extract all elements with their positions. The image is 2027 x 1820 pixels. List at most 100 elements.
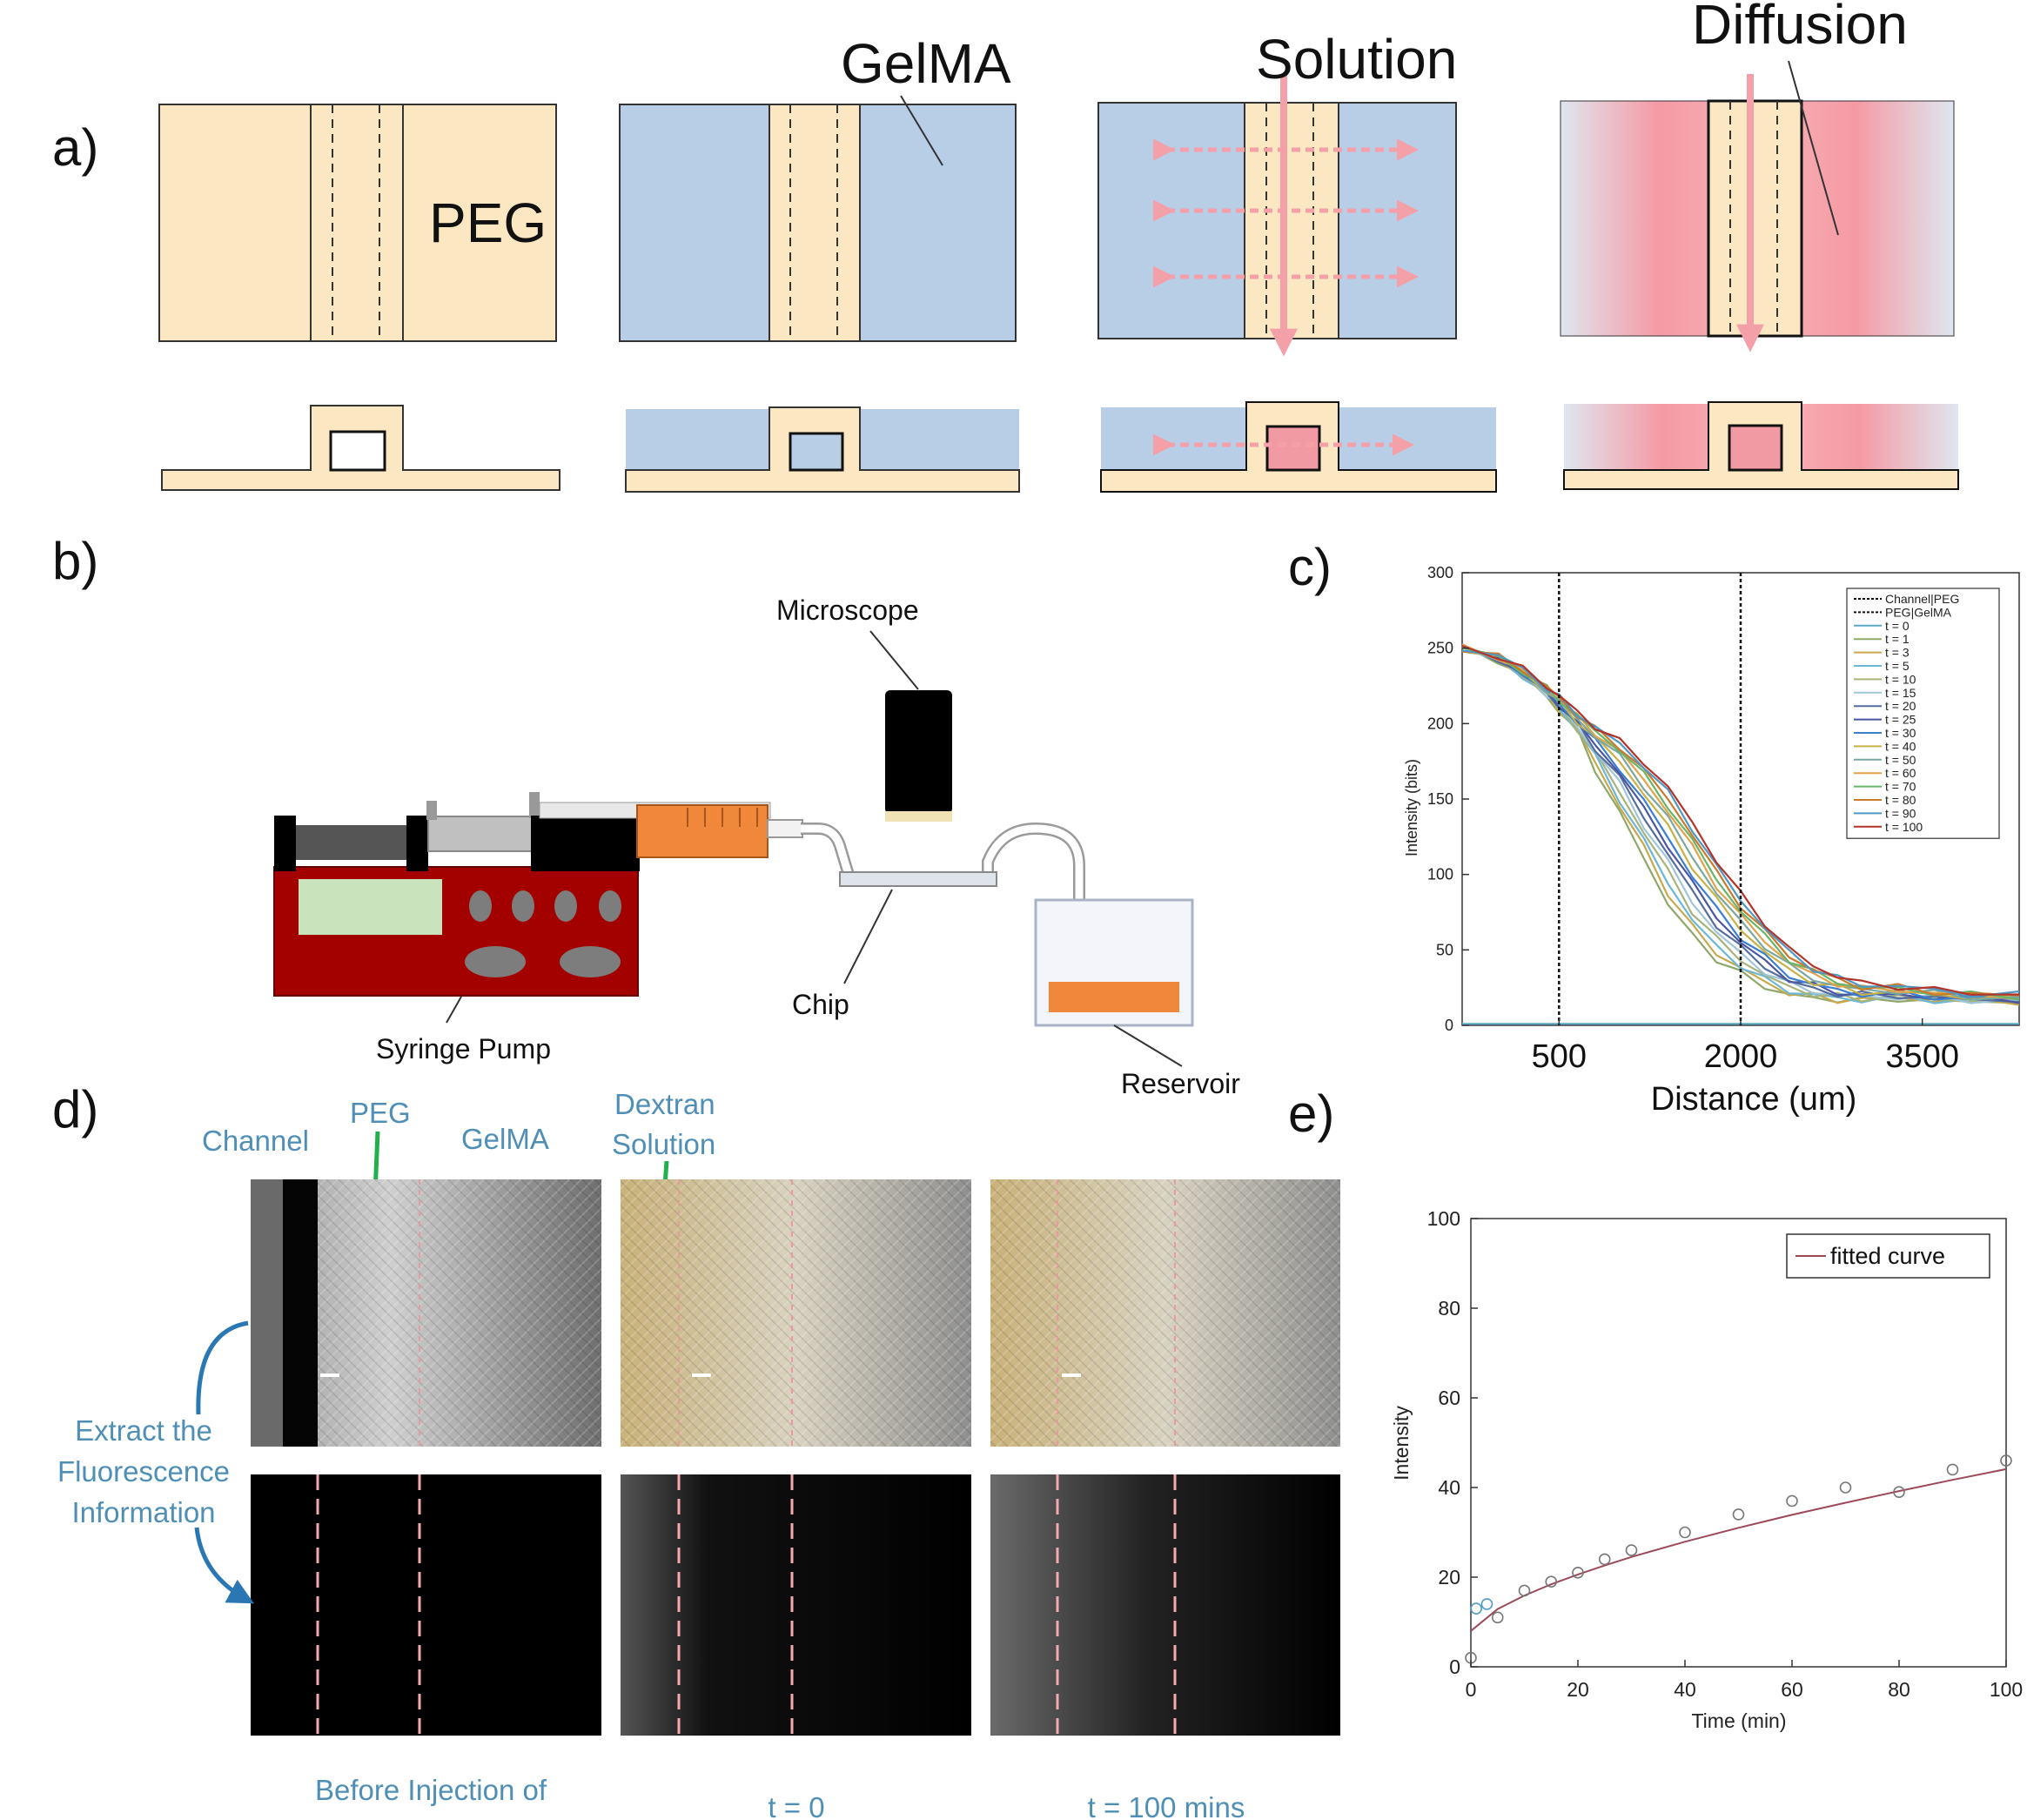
label-peg: PEG: [350, 1097, 411, 1129]
y-tick-label: 80: [1438, 1297, 1460, 1320]
y-tick-label: 50: [1436, 941, 1453, 958]
data-point: [1572, 1567, 1584, 1579]
y-tick-label: 100: [1427, 1207, 1460, 1230]
legend-entry: Channel|PEG: [1885, 592, 1959, 606]
pump-pointer: [446, 996, 462, 1024]
legend-entry: t = 70: [1885, 780, 1916, 794]
panel-d: d) Channel PEG GelMA Dextran Solution: [52, 1080, 1340, 1820]
a1-top-view: PEG: [158, 104, 557, 342]
a2-cross-section: [625, 406, 1020, 493]
legend-entry: t = 100: [1885, 820, 1923, 834]
micrograph-before: [251, 1179, 601, 1447]
x-tick-label: 80: [1888, 1678, 1910, 1701]
chart-c-y-ticks: 0 50 100 150 200 250 300: [1427, 564, 1469, 1034]
legend-entry: t = 30: [1885, 726, 1916, 740]
extract-label-line3: Information: [71, 1496, 215, 1528]
legend-entry: t = 80: [1885, 793, 1916, 807]
y-tick-label: 100: [1427, 866, 1453, 883]
y-tick-label: 40: [1438, 1476, 1460, 1499]
caption-before: Before Injection of: [315, 1774, 547, 1806]
peg-ridge: [1244, 102, 1339, 339]
syringe-pump: [273, 792, 803, 997]
legend-entry: t = 90: [1885, 806, 1916, 820]
chip: [839, 871, 997, 887]
pump-display: [299, 879, 442, 935]
legend-entry: PEG|GelMA: [1885, 605, 1952, 619]
label-microscope: Microscope: [776, 594, 919, 626]
micrograph-t100: [990, 1179, 1340, 1447]
data-point: [1625, 1544, 1638, 1556]
a3-cross-section: [1100, 401, 1497, 493]
x-tick-label: 60: [1781, 1678, 1803, 1701]
chart-e-xlabel: Time (min): [1691, 1709, 1786, 1732]
caption-t100: t = 100 mins: [1088, 1791, 1245, 1820]
data-point: [1946, 1463, 1959, 1476]
label-gelma: GelMA: [461, 1123, 549, 1155]
chart-e-y-ticks: 0 20 40 60 80 100: [1427, 1207, 1478, 1678]
y-tick-label: 200: [1427, 715, 1453, 732]
panel-b-letter: b): [52, 532, 98, 590]
label-syringe-pump: Syringe Pump: [376, 1033, 551, 1064]
extract-label-line1: Extract the: [75, 1414, 212, 1447]
caption-t0: t = 0: [768, 1791, 824, 1820]
micrograph-t0: [621, 1179, 971, 1447]
panel-b: b): [52, 532, 1240, 1099]
extract-arrow-bottom: [194, 1527, 254, 1604]
legend-frame: [1846, 588, 2000, 839]
panel-c-letter: c): [1288, 538, 1332, 596]
chart-c-ylabel: Intensity (bits): [1403, 759, 1420, 856]
data-point: [1518, 1584, 1531, 1597]
peg-ridge: [1707, 99, 1803, 338]
solution-filled-channel: [1265, 425, 1321, 472]
x-tick-label: 40: [1674, 1678, 1696, 1701]
chart-c-xlabel: Distance (um): [1651, 1081, 1857, 1118]
peg-ridge: [310, 104, 404, 342]
panel-c: c) 0 50 100 150 200 250 300 500 2000 3500 Intens…: [1288, 538, 2020, 1118]
data-point: [1839, 1481, 1852, 1494]
empty-channel: [329, 430, 386, 472]
chart-c-series-line: [1461, 644, 2020, 996]
chart-c-series-group: [1461, 643, 2020, 1025]
legend-entry: t = 50: [1885, 753, 1916, 767]
x-tick-label: 0: [1466, 1678, 1477, 1701]
gelma-pointer-line: [900, 95, 943, 166]
y-tick-label: 300: [1427, 564, 1453, 581]
extract-arrow-top: [196, 1320, 249, 1415]
a3-top-view: Solution: [1097, 28, 1457, 357]
pump-buttons: [465, 890, 621, 977]
chart-e-legend: fitted curve: [1786, 1233, 1990, 1279]
x-tick-label: 2000: [1704, 1038, 1778, 1075]
a2-top-view: GelMA: [619, 32, 1017, 342]
label-gelma: GelMA: [841, 32, 1011, 95]
legend-entry: t = 1: [1885, 632, 1910, 646]
legend-entry: t = 3: [1885, 646, 1910, 660]
data-point: [1893, 1486, 1905, 1498]
label-chip: Chip: [792, 989, 849, 1020]
legend-entry: t = 20: [1885, 699, 1916, 713]
y-tick-label: 0: [1449, 1655, 1460, 1678]
label-solution: Solution: [1256, 28, 1457, 91]
chart-c-x-ticks: 500 2000 3500: [1532, 1018, 1959, 1075]
legend-entry: t = 40: [1885, 739, 1916, 753]
panel-e-letter: e): [1288, 1085, 1334, 1143]
syringe-fluid: [636, 804, 769, 858]
data-point: [1679, 1526, 1691, 1539]
x-tick-label: 100: [1990, 1678, 2023, 1701]
label-dextran-line1: Dextran: [614, 1088, 715, 1120]
label-dextran-line2: Solution: [612, 1128, 715, 1160]
data-point: [1480, 1598, 1493, 1610]
legend-entry: t = 25: [1885, 713, 1916, 727]
y-tick-label: 150: [1427, 790, 1453, 808]
chip-pointer: [843, 889, 893, 984]
a1-cross-section: [161, 405, 560, 491]
panel-e: e) 0 20 40 60 80 100 0 20 40 60 80 100 Intensity T…: [1288, 1085, 2023, 1732]
y-tick-label: 250: [1427, 640, 1453, 657]
microscope-pointer: [869, 630, 919, 690]
x-tick-label: 500: [1532, 1038, 1587, 1075]
diffusion-arrows: [1153, 138, 1419, 288]
label-peg: PEG: [429, 191, 547, 254]
fluorescence-before: [251, 1474, 601, 1736]
a4-cross-section: [1563, 401, 1959, 490]
